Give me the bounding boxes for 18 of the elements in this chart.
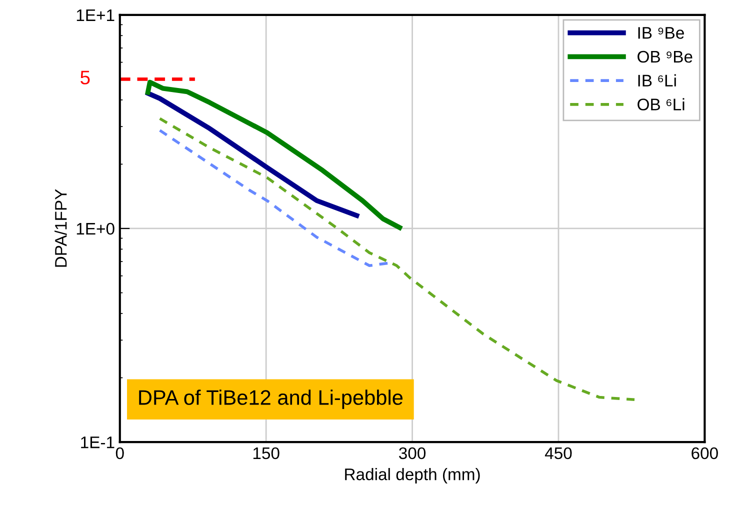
- annotation: 5: [80, 70, 90, 84]
- x-tick-label: 300: [399, 447, 426, 460]
- line-series: [146, 90, 360, 218]
- x-tick-label: 450: [544, 447, 572, 460]
- legend-label: IB ⁶Li: [638, 74, 676, 86]
- legend-label: IB ⁹Be: [638, 27, 684, 39]
- y-tick-label: 1E+1: [76, 9, 114, 21]
- legend-label: OB ⁶Li: [638, 98, 684, 110]
- x-axis-title: Radial depth (mm): [345, 468, 480, 484]
- legend-label: OB ⁹Be: [638, 50, 692, 63]
- annotation: DPA of TiBe12 and Li-pebble: [139, 390, 403, 410]
- line-series: [145, 80, 402, 230]
- x-tick-label: 0: [116, 447, 124, 460]
- y-axis-title: DPA/1FPY: [54, 189, 67, 267]
- y-tick-label: 1E+0: [76, 222, 114, 235]
- y-tick-label: 1E-1: [81, 436, 114, 448]
- x-tick-label: 600: [692, 447, 718, 460]
- x-tick-label: 150: [253, 447, 280, 460]
